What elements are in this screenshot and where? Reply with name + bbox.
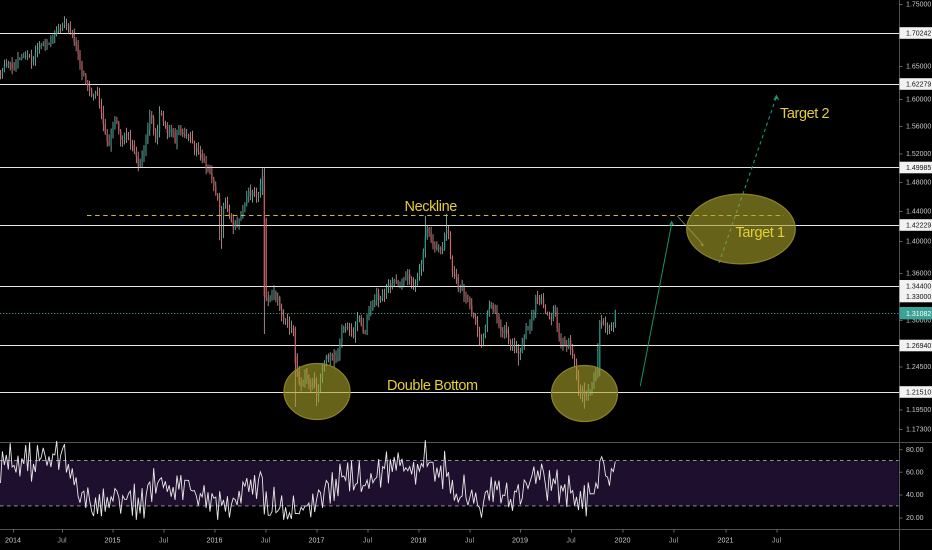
svg-text:1.26940: 1.26940: [906, 343, 931, 350]
svg-text:1.34400: 1.34400: [906, 283, 931, 290]
svg-text:80.00: 80.00: [906, 447, 924, 454]
svg-text:2019: 2019: [512, 536, 528, 545]
svg-text:40.00: 40.00: [906, 492, 924, 499]
svg-text:Jul: Jul: [57, 536, 67, 545]
svg-text:Neckline: Neckline: [405, 199, 458, 215]
svg-text:2016: 2016: [207, 536, 223, 545]
svg-text:Jul: Jul: [465, 536, 475, 545]
svg-text:Double Bottom: Double Bottom: [387, 378, 478, 394]
svg-text:1.48000: 1.48000: [906, 180, 931, 187]
svg-text:1.30000: 1.30000: [906, 318, 931, 325]
svg-text:1.52000: 1.52000: [906, 151, 931, 158]
svg-text:1.62279: 1.62279: [906, 82, 931, 89]
svg-text:1.36000: 1.36000: [906, 271, 931, 278]
svg-text:Jul: Jul: [669, 536, 679, 545]
svg-text:1.65000: 1.65000: [906, 64, 931, 71]
svg-text:1.31082: 1.31082: [906, 311, 931, 318]
svg-text:1.60000: 1.60000: [906, 97, 931, 104]
svg-text:1.75000: 1.75000: [906, 2, 931, 9]
svg-text:1.44000: 1.44000: [906, 209, 931, 216]
svg-text:60.00: 60.00: [906, 469, 924, 476]
svg-text:1.49985: 1.49985: [906, 165, 931, 172]
svg-text:2020: 2020: [615, 536, 631, 545]
svg-text:Jul: Jul: [772, 536, 782, 545]
svg-text:1.19500: 1.19500: [906, 407, 931, 414]
svg-text:1.70242: 1.70242: [906, 31, 931, 38]
svg-text:2018: 2018: [411, 536, 427, 545]
svg-text:1.42229: 1.42229: [906, 223, 931, 230]
svg-text:20.00: 20.00: [906, 515, 924, 522]
svg-text:2017: 2017: [309, 536, 325, 545]
svg-text:2015: 2015: [105, 536, 121, 545]
svg-text:Target 2: Target 2: [780, 106, 830, 122]
svg-text:1.40000: 1.40000: [906, 239, 931, 246]
svg-text:1.21510: 1.21510: [906, 390, 931, 397]
svg-text:1.17300: 1.17300: [906, 427, 931, 434]
svg-text:Jul: Jul: [566, 536, 576, 545]
svg-text:2021: 2021: [718, 536, 734, 545]
svg-text:1.24500: 1.24500: [906, 364, 931, 371]
svg-text:Jul: Jul: [363, 536, 373, 545]
svg-text:Jul: Jul: [261, 536, 271, 545]
svg-text:1.33000: 1.33000: [906, 294, 931, 301]
svg-text:2014: 2014: [5, 536, 21, 545]
svg-text:Jul: Jul: [159, 536, 169, 545]
svg-text:1.56000: 1.56000: [906, 124, 931, 131]
svg-text:Target 1: Target 1: [736, 225, 786, 241]
